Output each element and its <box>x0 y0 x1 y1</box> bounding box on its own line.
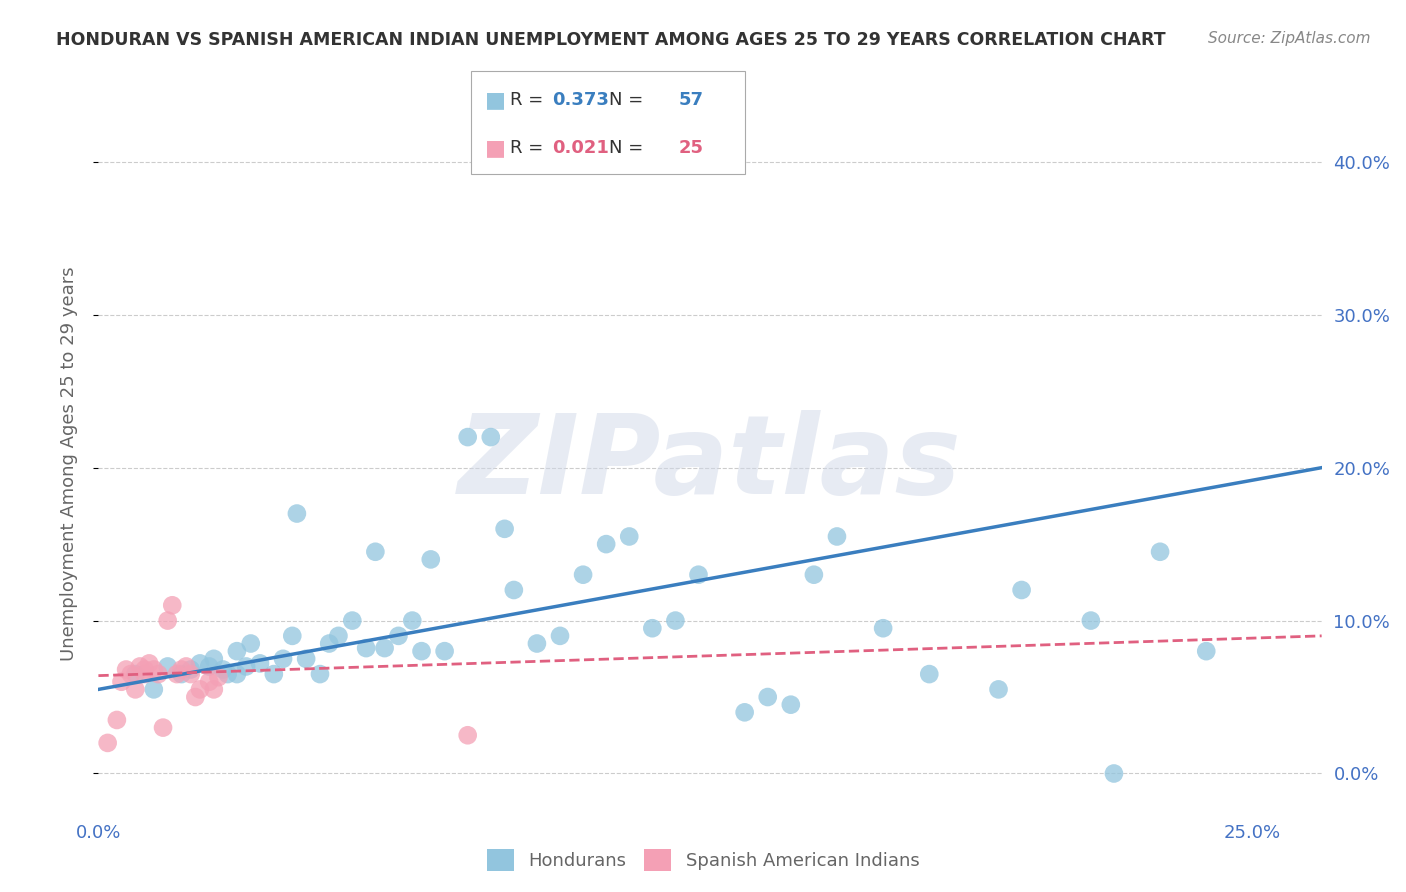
Point <box>572 567 595 582</box>
Point <box>479 430 502 444</box>
Point <box>387 629 409 643</box>
Point <box>1011 582 1033 597</box>
Point <box>156 614 179 628</box>
Point <box>225 644 247 658</box>
Point <box>374 641 396 656</box>
Point <box>148 667 170 681</box>
Point <box>1102 766 1125 780</box>
Point <box>212 663 235 677</box>
Text: 25: 25 <box>679 139 704 157</box>
Text: HONDURAN VS SPANISH AMERICAN INDIAN UNEMPLOYMENT AMONG AGES 25 TO 29 YEARS CORRE: HONDURAN VS SPANISH AMERICAN INDIAN UNEM… <box>56 31 1166 49</box>
Point <box>328 629 350 643</box>
Point <box>502 582 524 597</box>
Text: N =: N = <box>609 139 648 157</box>
Point <box>184 690 207 704</box>
Point <box>285 507 308 521</box>
Point <box>129 659 152 673</box>
Point <box>217 667 239 681</box>
Point <box>124 667 146 681</box>
Point <box>198 674 221 689</box>
Point <box>1080 614 1102 628</box>
Text: N =: N = <box>609 91 648 109</box>
Point <box>198 659 221 673</box>
Point <box>411 644 433 658</box>
Point <box>664 614 686 628</box>
Point <box>318 636 340 650</box>
Point <box>202 652 225 666</box>
Text: ■: ■ <box>485 138 506 158</box>
Point <box>180 667 202 681</box>
Point <box>249 657 271 671</box>
Point <box>235 659 257 673</box>
Point <box>97 736 120 750</box>
Point <box>239 636 262 650</box>
Point <box>134 663 156 677</box>
Point <box>494 522 516 536</box>
Point <box>457 430 479 444</box>
Point <box>263 667 285 681</box>
Point <box>1149 545 1171 559</box>
Point <box>433 644 456 658</box>
Point <box>110 674 132 689</box>
Point <box>688 567 710 582</box>
Point <box>120 667 142 681</box>
Text: Source: ZipAtlas.com: Source: ZipAtlas.com <box>1208 31 1371 46</box>
Point <box>987 682 1010 697</box>
Point <box>364 545 387 559</box>
Point <box>401 614 423 628</box>
Text: 0.373: 0.373 <box>553 91 609 109</box>
Point <box>174 659 197 673</box>
Point <box>188 682 211 697</box>
Point <box>641 621 664 635</box>
Point <box>734 706 756 720</box>
Point <box>595 537 617 551</box>
Point <box>295 652 318 666</box>
Point <box>105 713 128 727</box>
Point <box>156 659 179 673</box>
Point <box>115 663 138 677</box>
Point <box>918 667 941 681</box>
Point <box>419 552 441 566</box>
Point <box>354 641 377 656</box>
Point <box>619 529 641 543</box>
Legend: Hondurans, Spanish American Indians: Hondurans, Spanish American Indians <box>479 842 927 879</box>
Point <box>166 667 188 681</box>
Text: 0.021: 0.021 <box>553 139 609 157</box>
Point <box>342 614 364 628</box>
Point <box>180 663 202 677</box>
Point <box>188 657 211 671</box>
Text: ■: ■ <box>485 90 506 110</box>
Point <box>142 682 165 697</box>
Text: R =: R = <box>510 139 550 157</box>
Point <box>271 652 294 666</box>
Point <box>457 728 479 742</box>
Point <box>309 667 332 681</box>
Point <box>756 690 779 704</box>
Point <box>225 667 247 681</box>
Point <box>803 567 825 582</box>
Text: 57: 57 <box>679 91 704 109</box>
Point <box>548 629 571 643</box>
Point <box>1195 644 1218 658</box>
Point <box>170 667 193 681</box>
Point <box>138 657 160 671</box>
Point <box>202 682 225 697</box>
Point <box>152 721 174 735</box>
Point <box>170 663 193 677</box>
Point <box>779 698 801 712</box>
Text: R =: R = <box>510 91 550 109</box>
Point <box>142 663 165 677</box>
Point <box>124 682 146 697</box>
Point <box>825 529 848 543</box>
Point <box>162 599 184 613</box>
Point <box>134 667 156 681</box>
Point <box>526 636 548 650</box>
Y-axis label: Unemployment Among Ages 25 to 29 years: Unemployment Among Ages 25 to 29 years <box>59 267 77 661</box>
Point <box>207 670 229 684</box>
Point <box>281 629 304 643</box>
Text: ZIPatlas: ZIPatlas <box>458 410 962 517</box>
Point <box>872 621 894 635</box>
